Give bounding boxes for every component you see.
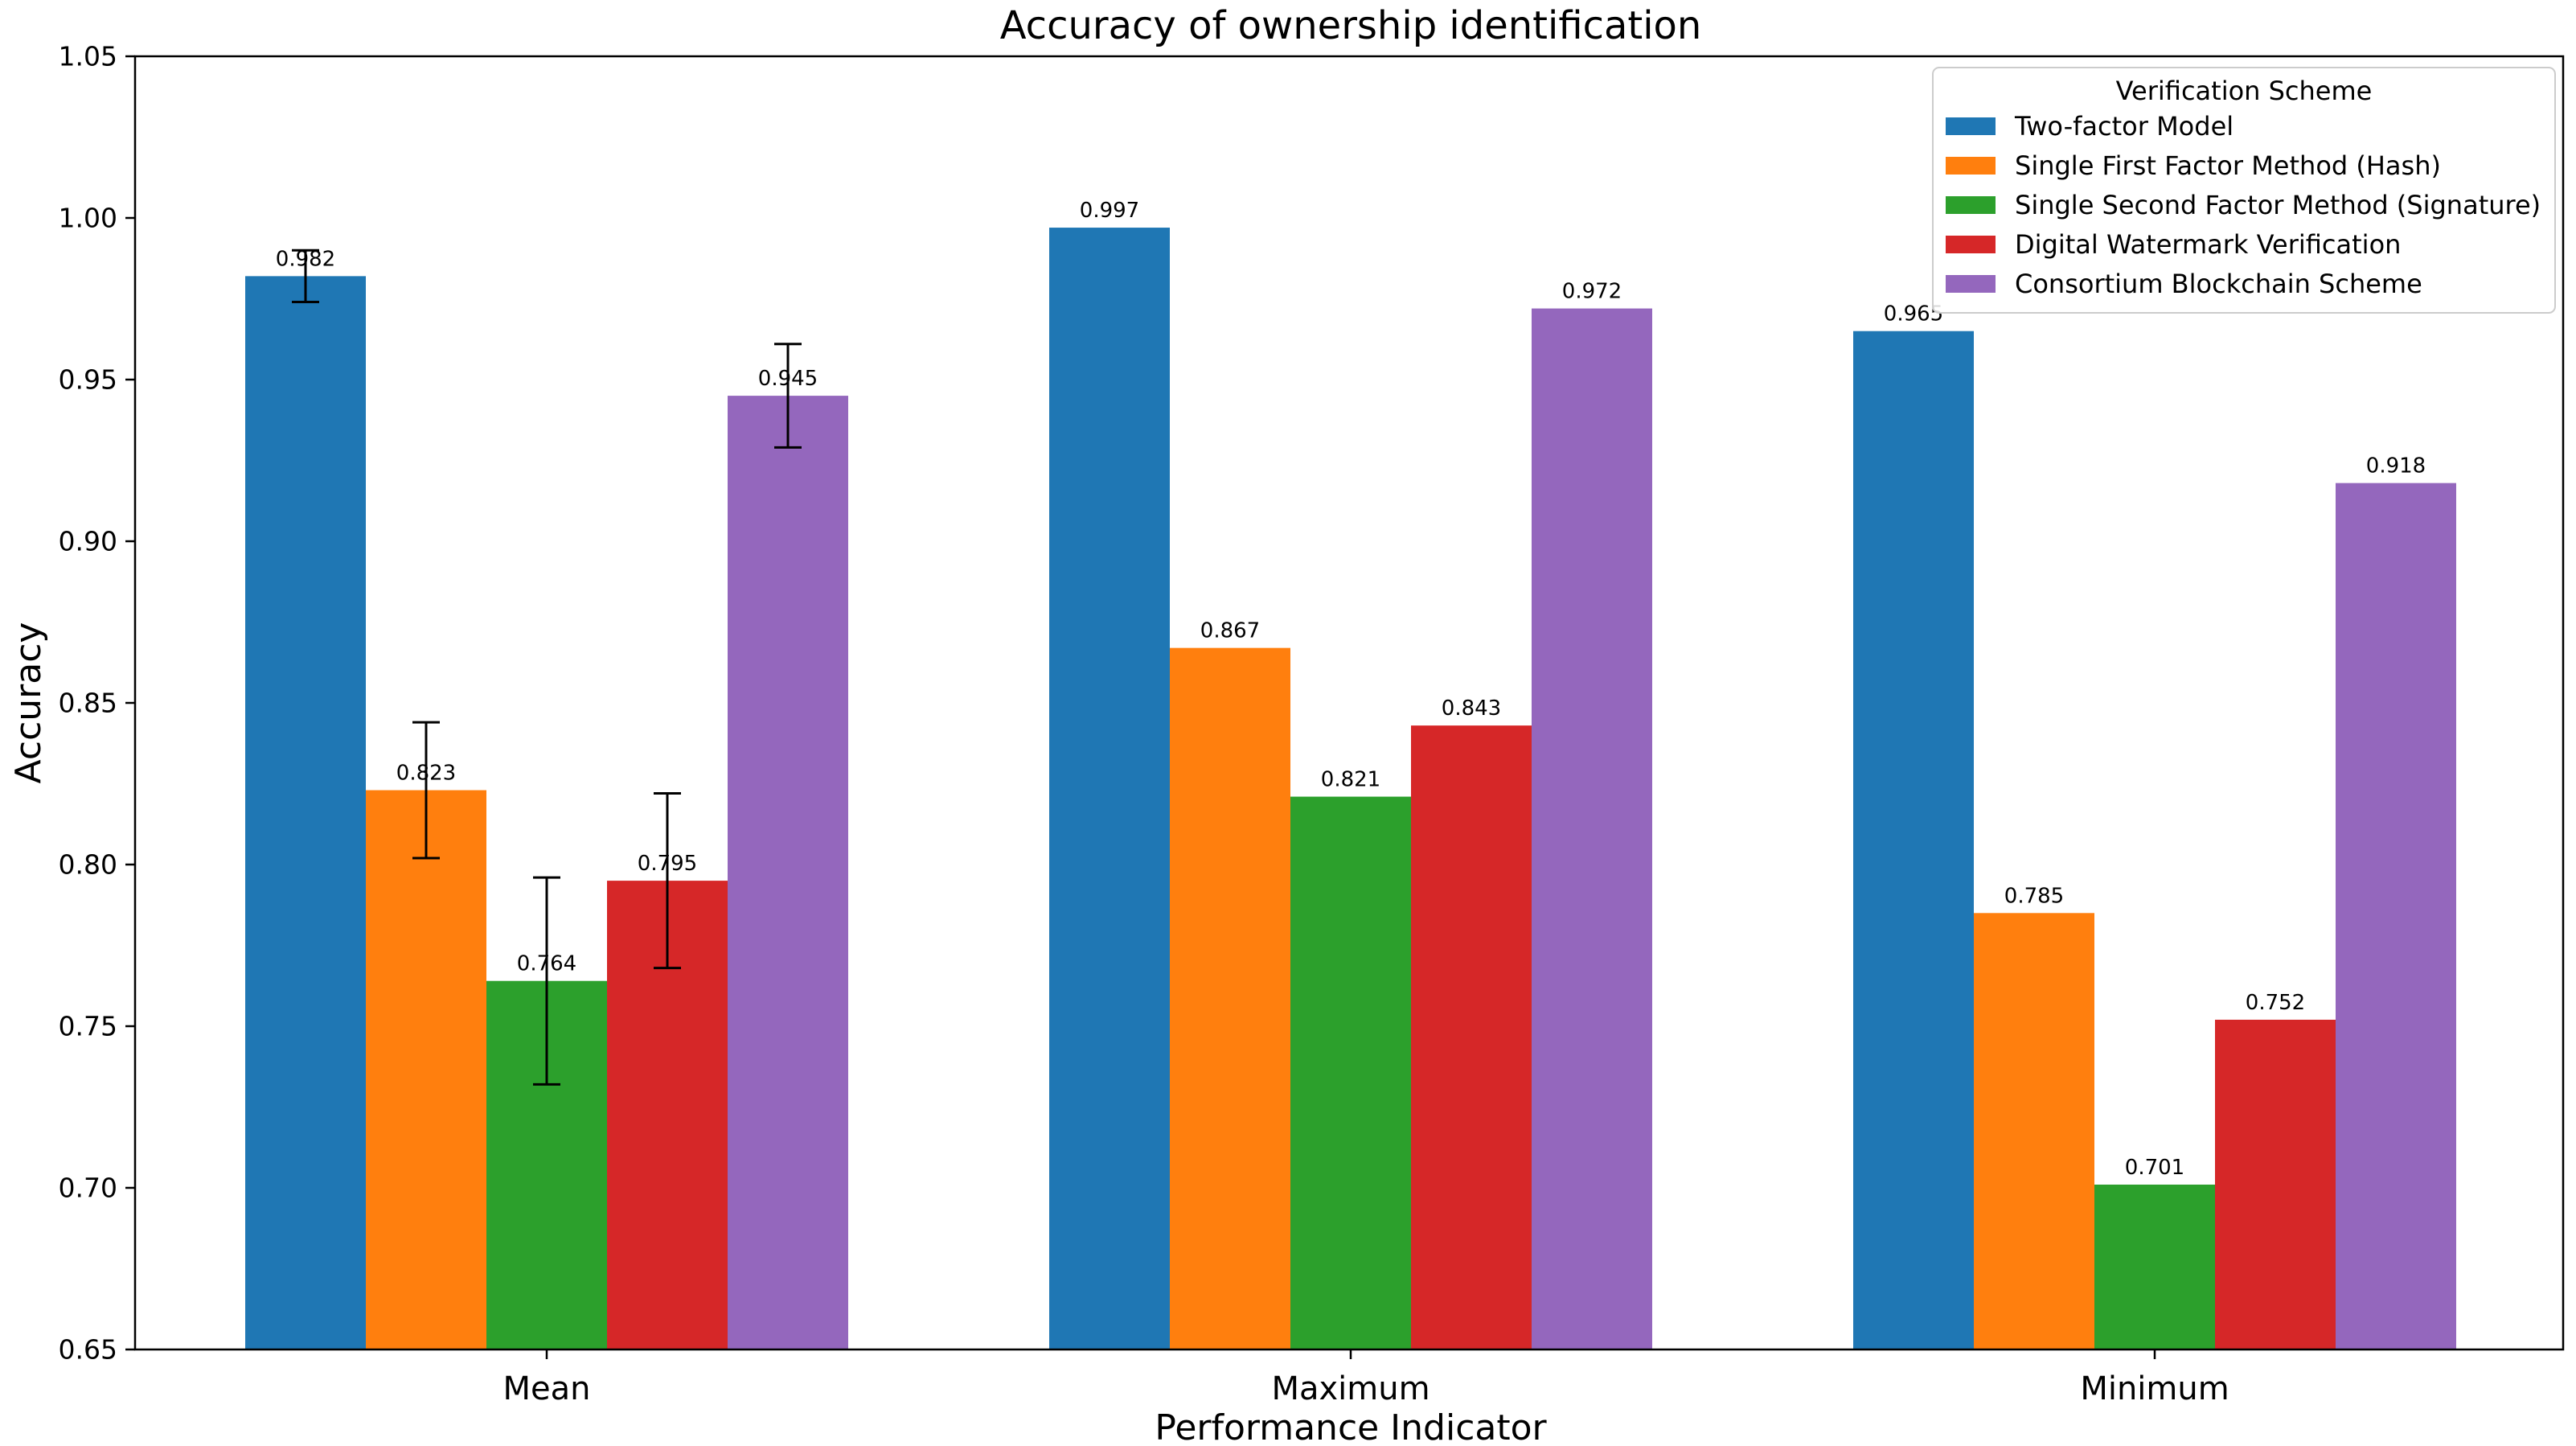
legend-swatch-series-3	[1946, 196, 1996, 214]
bar-mean-series-5	[728, 396, 848, 1350]
legend-label-series-1: Two-factor Model	[2014, 111, 2233, 142]
x-axis-label: Performance Indicator	[1155, 1407, 1547, 1446]
bar-maximum-series-1	[1049, 228, 1170, 1349]
legend-swatch-series-5	[1946, 275, 1996, 293]
value-label: 0.982	[276, 247, 335, 271]
value-label: 0.997	[1080, 199, 1139, 223]
bar-mean-series-1	[245, 276, 366, 1349]
bars-layer	[245, 228, 2456, 1350]
value-label: 0.918	[2366, 454, 2426, 479]
bar-minimum-series-5	[2336, 483, 2456, 1349]
bar-mean-series-2	[366, 790, 486, 1349]
y-tick-label: 0.80	[59, 849, 117, 881]
legend-label-series-5: Consortium Blockchain Scheme	[2015, 269, 2422, 299]
error-bar	[654, 792, 681, 970]
y-tick-label: 1.00	[59, 203, 117, 234]
value-labels-layer: 0.982 0.823 0.764 0.795 0.945 0.997 0.867 0.821…	[276, 199, 2426, 1180]
error-bar	[774, 343, 802, 449]
y-tick-label: 1.05	[59, 41, 117, 72]
legend-swatch-series-4	[1946, 236, 1996, 253]
legend-label-series-3: Single Second Factor Method (Signature)	[2015, 190, 2541, 220]
x-tick-label-minimum: Minimum	[2080, 1370, 2229, 1407]
value-label: 0.972	[1562, 280, 1622, 304]
value-label: 0.764	[517, 952, 576, 976]
legend-swatch-series-2	[1946, 157, 1996, 175]
legend-label-series-4: Digital Watermark Verification	[2015, 229, 2401, 260]
y-tick-label: 0.85	[59, 688, 117, 719]
bar-maximum-series-5	[1532, 308, 1652, 1349]
value-label: 0.945	[758, 367, 818, 391]
value-label: 0.752	[2246, 991, 2305, 1015]
bar-maximum-series-2	[1170, 647, 1290, 1349]
y-tick-label: 0.75	[59, 1011, 117, 1042]
x-tick-label-maximum: Maximum	[1271, 1370, 1430, 1407]
error-bar	[412, 721, 440, 860]
legend-box	[1932, 67, 2556, 314]
error-bars-layer	[292, 249, 802, 1086]
value-label: 0.821	[1321, 768, 1380, 792]
legend-title: Verification Scheme	[2116, 76, 2373, 106]
y-tick-label: 0.95	[59, 364, 117, 396]
value-label: 0.701	[2125, 1156, 2184, 1180]
x-axis: Mean Maximum Minimum	[503, 1349, 2229, 1407]
value-label: 0.795	[638, 852, 697, 876]
bar-minimum-series-3	[2094, 1184, 2215, 1349]
bar-minimum-series-4	[2215, 1019, 2336, 1349]
value-label: 0.843	[1442, 696, 1501, 721]
bar-minimum-series-2	[1974, 913, 2094, 1349]
legend-label-series-2: Single First Factor Method (Hash)	[2015, 150, 2441, 181]
error-bar	[292, 249, 319, 304]
error-bar	[533, 876, 560, 1086]
y-tick-label: 0.90	[59, 526, 117, 557]
legend-swatch-series-1	[1946, 117, 1996, 135]
y-axis-label: Accuracy	[8, 622, 49, 784]
y-tick-label: 0.65	[59, 1334, 117, 1366]
value-label: 0.823	[396, 762, 456, 786]
value-label: 0.867	[1200, 619, 1260, 643]
legend: Verification Scheme Two-factor Model Sing…	[1932, 67, 2556, 314]
x-tick-label-mean: Mean	[503, 1370, 591, 1407]
bar-maximum-series-4	[1411, 725, 1532, 1349]
chart-title: Accuracy of ownership identification	[1000, 3, 1702, 48]
bar-minimum-series-1	[1853, 331, 1974, 1350]
y-tick-label: 0.70	[59, 1173, 117, 1204]
bar-maximum-series-3	[1290, 796, 1411, 1349]
y-axis: 0.65 0.70 0.75 0.80 0.85 0.90 0.95 1.00 1.05	[59, 41, 135, 1366]
value-label: 0.785	[2004, 884, 2064, 908]
